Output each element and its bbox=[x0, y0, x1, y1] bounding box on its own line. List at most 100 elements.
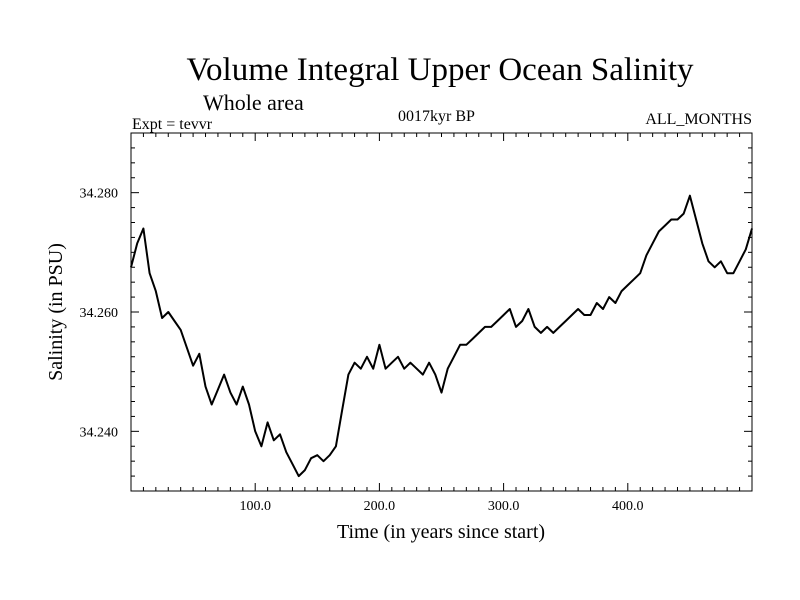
data-point bbox=[360, 368, 362, 370]
data-point bbox=[155, 290, 157, 292]
data-point bbox=[602, 308, 604, 310]
data-point bbox=[720, 260, 722, 262]
data-point bbox=[565, 320, 567, 322]
data-point bbox=[173, 320, 176, 322]
data-point bbox=[552, 332, 554, 334]
data-point bbox=[658, 230, 660, 233]
data-point bbox=[670, 218, 672, 221]
data-point bbox=[136, 242, 138, 244]
chart-title: Volume Integral Upper Ocean Salinity bbox=[186, 52, 694, 88]
data-point bbox=[130, 266, 132, 268]
data-point bbox=[515, 326, 517, 328]
data-point bbox=[596, 302, 598, 304]
data-point bbox=[161, 317, 163, 319]
data-point bbox=[254, 430, 256, 432]
chart-subtitle: Whole area bbox=[203, 90, 304, 115]
data-point bbox=[416, 368, 418, 370]
y-tick-label: 34.280 bbox=[80, 187, 119, 202]
data-point bbox=[534, 326, 536, 328]
data-point bbox=[434, 374, 436, 376]
data-point bbox=[335, 445, 337, 447]
data-point bbox=[695, 218, 697, 221]
x-tick-label: 300.0 bbox=[488, 499, 520, 514]
data-point bbox=[608, 296, 610, 298]
data-point bbox=[167, 311, 169, 313]
data-point bbox=[298, 475, 300, 477]
data-point bbox=[676, 218, 679, 221]
y-tick-label: 34.260 bbox=[80, 306, 119, 321]
data-point bbox=[509, 308, 511, 310]
data-point bbox=[751, 227, 753, 230]
data-point bbox=[428, 362, 430, 364]
data-point bbox=[726, 272, 728, 274]
plot-frame bbox=[130, 132, 753, 492]
data-point bbox=[217, 388, 219, 391]
data-point bbox=[385, 368, 387, 370]
data-point bbox=[577, 308, 579, 310]
series-line bbox=[130, 194, 753, 478]
data-point bbox=[391, 362, 393, 364]
data-point bbox=[329, 454, 331, 456]
data-point bbox=[310, 457, 312, 459]
data-point bbox=[496, 320, 498, 322]
data-point bbox=[198, 353, 200, 355]
data-point bbox=[571, 314, 573, 316]
x-tick-label: 200.0 bbox=[364, 499, 396, 514]
data-point bbox=[689, 195, 691, 197]
data-point bbox=[484, 326, 486, 328]
data-point bbox=[453, 356, 455, 358]
data-point bbox=[447, 368, 449, 370]
data-point bbox=[409, 362, 412, 364]
data-point bbox=[186, 347, 188, 349]
data-point bbox=[285, 451, 287, 453]
data-point bbox=[229, 391, 231, 394]
data-point bbox=[149, 272, 151, 274]
data-point bbox=[465, 344, 467, 346]
data-point bbox=[583, 314, 585, 316]
data-point bbox=[291, 463, 294, 465]
data-point bbox=[707, 260, 710, 262]
data-point bbox=[521, 320, 523, 322]
months-label: ALL_MONTHS bbox=[645, 111, 752, 128]
data-point bbox=[683, 212, 685, 215]
data-point bbox=[459, 344, 461, 346]
data-point bbox=[478, 332, 480, 334]
data-point bbox=[180, 329, 182, 331]
data-point bbox=[322, 460, 325, 462]
data-point bbox=[614, 302, 616, 304]
data-point bbox=[273, 439, 275, 441]
experiment-label: Expt = tevvr bbox=[132, 116, 213, 133]
data-point bbox=[353, 362, 356, 364]
data-point bbox=[304, 469, 306, 471]
data-point bbox=[397, 356, 399, 358]
period-label: 0017kyr BP bbox=[398, 108, 475, 125]
data-point bbox=[235, 403, 238, 406]
data-point bbox=[714, 266, 716, 268]
data-point bbox=[403, 368, 405, 370]
data-point bbox=[620, 290, 623, 292]
data-point bbox=[260, 445, 263, 447]
data-point bbox=[279, 433, 281, 435]
data-point bbox=[558, 326, 561, 328]
data-point bbox=[378, 344, 380, 346]
x-axis-label: Time (in years since start) bbox=[337, 521, 545, 543]
data-point bbox=[316, 454, 318, 456]
data-point bbox=[248, 403, 250, 406]
data-point bbox=[503, 314, 505, 316]
data-point bbox=[366, 356, 368, 358]
data-point bbox=[627, 284, 629, 286]
data-point bbox=[242, 385, 244, 388]
data-point bbox=[527, 308, 530, 310]
data-point bbox=[142, 227, 145, 230]
x-tick-label: 400.0 bbox=[612, 499, 644, 514]
data-point bbox=[738, 260, 741, 262]
data-point bbox=[664, 224, 666, 227]
data-point bbox=[645, 254, 648, 256]
y-tick-label: 34.240 bbox=[80, 425, 119, 440]
data-point bbox=[732, 272, 734, 274]
data-point bbox=[192, 365, 194, 367]
data-point bbox=[490, 326, 492, 328]
data-point bbox=[440, 391, 443, 394]
data-point bbox=[341, 409, 343, 412]
